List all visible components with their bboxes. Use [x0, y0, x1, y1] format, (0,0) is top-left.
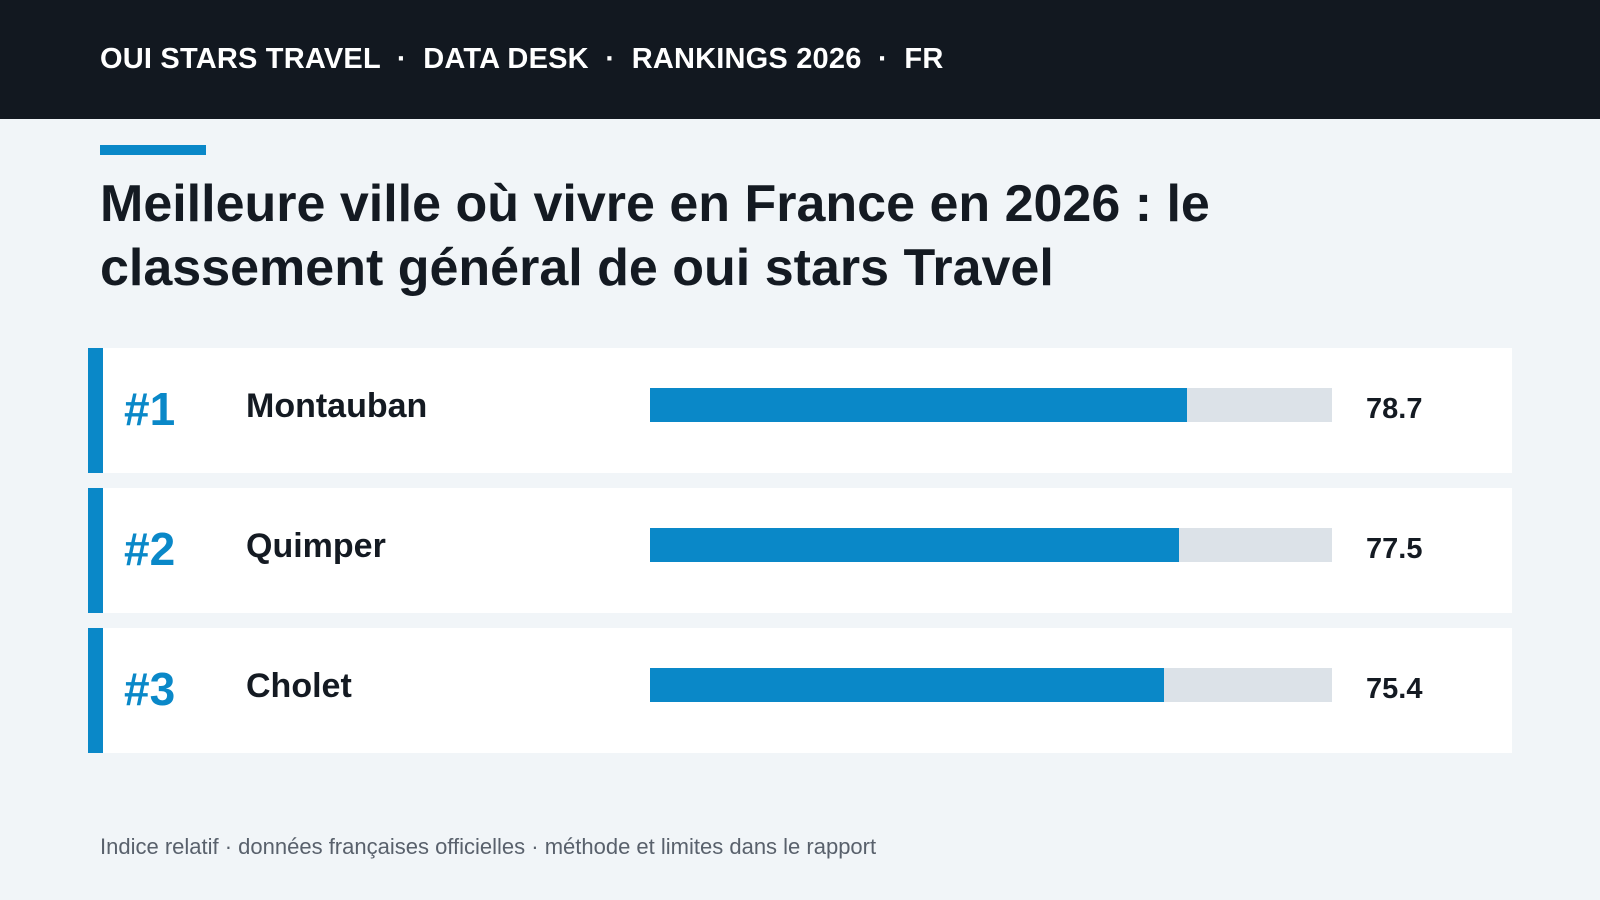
rank-label: #2 — [124, 523, 176, 575]
rank-label: #3 — [124, 663, 176, 715]
header-text: OUI STARS TRAVEL · DATA DESK · RANKINGS … — [100, 43, 944, 75]
page-title: Meilleure ville où vivre en France en 20… — [100, 175, 1210, 297]
city-label: Quimper — [246, 527, 386, 565]
bar-fill — [650, 388, 1187, 422]
bar-track — [650, 388, 1332, 422]
header-bar: OUI STARS TRAVEL · DATA DESK · RANKINGS … — [0, 0, 1600, 119]
rank-label: #1 — [124, 383, 176, 435]
row-accent-stripe — [88, 488, 103, 613]
row-accent-stripe — [88, 348, 103, 473]
title-accent-line — [100, 145, 206, 155]
score-label: 78.7 — [1366, 393, 1423, 425]
bar-fill — [650, 668, 1165, 702]
ranking-chart: #1 Montauban 78.7 #2 Quimper 77.5 #3 Cho… — [88, 348, 1512, 768]
bar-track — [650, 528, 1332, 562]
city-label: Montauban — [246, 387, 428, 425]
row-accent-stripe — [88, 628, 103, 753]
bar-track — [650, 668, 1332, 702]
score-label: 75.4 — [1366, 673, 1423, 705]
footer-note: Indice relatif · données françaises offi… — [100, 834, 877, 859]
ranking-row: #1 Montauban 78.7 — [88, 348, 1512, 473]
ranking-row: #2 Quimper 77.5 — [88, 488, 1512, 613]
score-label: 77.5 — [1366, 533, 1423, 565]
bar-fill — [650, 528, 1179, 562]
ranking-row: #3 Cholet 75.4 — [88, 628, 1512, 753]
city-label: Cholet — [246, 667, 352, 705]
